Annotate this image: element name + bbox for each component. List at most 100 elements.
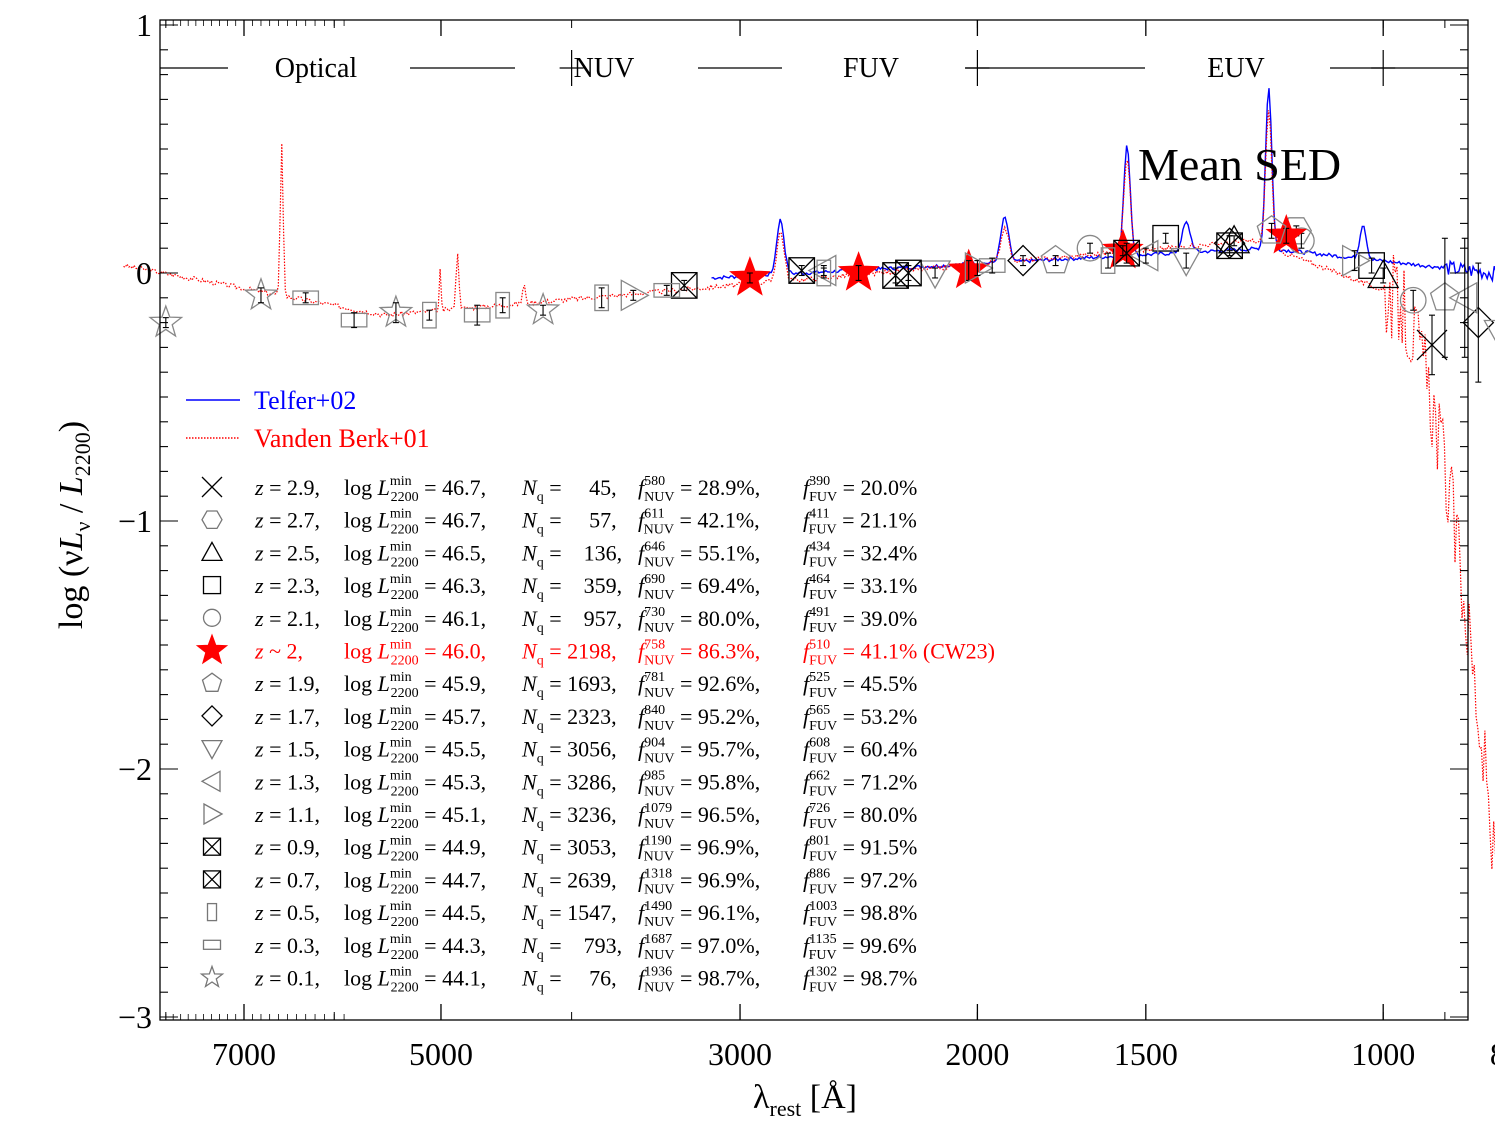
point-s3-0	[1152, 224, 1180, 252]
data-points	[148, 213, 1495, 383]
legend-fnuv: f1079 NUV = 96.5%,	[638, 801, 760, 832]
errorbar-s14-2	[474, 304, 481, 326]
legend-ffuv: f390 FUV = 20.0%	[803, 474, 917, 505]
x-tick-label: 5000	[409, 1036, 473, 1072]
legend-marker-6	[201, 672, 223, 692]
point-s8-2	[1483, 319, 1495, 341]
legend-curve-label: Vanden Berk+01	[254, 424, 430, 453]
legend-curve-label: Telfer+02	[254, 386, 356, 415]
legend-ffuv: f434 FUV = 32.4%	[803, 539, 917, 570]
errorbar-s7-0	[1020, 255, 1027, 267]
legend-Nq: Nq = 1693,	[521, 671, 617, 701]
errorbar-s4-0	[1087, 242, 1094, 254]
errorbar-s13-0	[426, 309, 433, 321]
legend-fnuv: f730 NUV = 80.0%,	[638, 605, 760, 636]
legend-logL: log Lmin 2200 = 44.1,	[344, 965, 486, 996]
legend-fnuv: f690 NUV = 69.4%,	[638, 572, 760, 603]
point-s6-1	[1256, 214, 1287, 244]
point-s13-1	[495, 291, 511, 319]
legend-marker-13	[206, 902, 218, 922]
point-s13-3	[816, 259, 832, 287]
errorbar-s13-4	[1105, 252, 1112, 269]
legend-Nq: Nq = 3286,	[521, 769, 617, 799]
errorbar-s10-2	[1351, 250, 1358, 272]
legend-logL: log Lmin 2200 = 46.7,	[344, 507, 486, 538]
errorbar-s6-2	[1441, 237, 1448, 358]
errorbar-s11-2	[1226, 235, 1233, 257]
point-s2-1	[1367, 259, 1400, 289]
band-bar: Optical NUV FUV EUV	[160, 50, 1468, 86]
legend-Nq: Nq = 3056,	[521, 737, 617, 767]
legend-z: z = 2.5,	[254, 540, 320, 565]
legend-fnuv: f758 NUV = 86.3%,	[638, 638, 760, 669]
legend-ffuv: f726 FUV = 80.0%	[803, 801, 917, 832]
legend-marker-4	[202, 608, 222, 627]
band-label-optical: Optical	[275, 53, 358, 84]
legend-fnuv: f580 NUV = 28.9%,	[638, 474, 760, 505]
errorbar-s5-0	[746, 272, 753, 284]
legend-ffuv: f565 FUV = 53.2%	[803, 703, 917, 734]
legend-z: z = 1.1,	[254, 802, 320, 827]
legend-z: z = 1.5,	[254, 737, 320, 762]
legend-marker-8	[200, 739, 224, 760]
errorbar-s14-1	[351, 312, 358, 329]
errorbar-s0-0	[1429, 314, 1436, 376]
legend-fnuv: f1190 NUV = 96.9%,	[638, 834, 760, 865]
legend-z: z = 2.3,	[254, 573, 320, 598]
legend-Nq: Nq = 57,	[521, 508, 617, 538]
point-s14-3	[653, 282, 681, 298]
legend-Nq: Nq = 793,	[521, 933, 622, 963]
band-label-fuv: FUV	[843, 53, 899, 84]
errorbar-s3-1	[1368, 257, 1375, 274]
x-tick-label: 3000	[708, 1036, 772, 1072]
legend-marker-11	[202, 837, 222, 856]
errorbar-s11-0	[798, 265, 805, 277]
errorbar-s9-1	[1142, 247, 1149, 264]
x-tick-label: 1000	[1351, 1036, 1415, 1072]
band-label-euv: EUV	[1207, 53, 1265, 84]
legend-marker-5	[195, 633, 229, 665]
errorbar-s2-1	[1380, 267, 1387, 284]
legend-logL: log Lmin 2200 = 45.5,	[344, 736, 486, 767]
x-tick-label: 800	[1490, 1036, 1495, 1072]
y-axis-title: log (νLν / L2200)	[53, 421, 95, 629]
legend-marker-15	[199, 964, 225, 988]
legend-fnuv: f1490 NUV = 96.1%,	[638, 899, 760, 930]
legend-z: z = 0.3,	[254, 933, 320, 958]
legend-logL: log Lmin 2200 = 46.1,	[344, 605, 486, 636]
legend-logL: log Lmin 2200 = 44.3,	[344, 932, 486, 963]
errorbar-s14-3	[663, 284, 670, 296]
legend-ffuv: f1003 FUV = 98.8%	[803, 899, 917, 930]
point-s13-0	[421, 301, 437, 329]
point-s2-0	[1218, 224, 1251, 254]
errorbar-s12-0	[681, 279, 688, 291]
point-s10-2	[1341, 244, 1371, 277]
axes: 700050003000200015001000800500−3−2−101λr…	[53, 7, 1495, 1121]
legend-marker-7	[201, 704, 223, 727]
legend-z: z = 0.1,	[254, 966, 320, 991]
legend-Nq: Nq = 2198,	[521, 639, 617, 669]
legend-logL: log Lmin 2200 = 44.9,	[344, 834, 486, 865]
legend-logL: log Lmin 2200 = 44.5,	[344, 899, 486, 930]
errorbar-s4-2	[1410, 289, 1417, 311]
legend-Nq: Nq = 957,	[521, 606, 622, 636]
legend-Nq: Nq = 1547,	[521, 900, 617, 930]
legend-ffuv: f491 FUV = 39.0%	[803, 605, 917, 636]
legend-logL: log Lmin 2200 = 45.9,	[344, 670, 486, 701]
errorbar-s14-4	[989, 257, 996, 274]
legend-ffuv: f525 FUV = 45.5%	[803, 670, 917, 701]
errorbar-s8-0	[932, 267, 939, 279]
legend-Nq: Nq = 2639,	[521, 867, 617, 897]
legend-logL: log Lmin 2200 = 46.5,	[344, 539, 486, 570]
errorbar-s12-1	[905, 265, 912, 281]
legend-fnuv: f781 NUV = 92.6%,	[638, 670, 760, 701]
errorbar-s13-2	[598, 287, 605, 309]
telfer-curve	[711, 88, 1495, 284]
legend-marker-3	[202, 575, 222, 595]
legend-fnuv: f904 NUV = 95.7%,	[638, 736, 760, 767]
x-tick-label: 1500	[1114, 1036, 1178, 1072]
errorbar-s15-1	[257, 287, 264, 304]
legend-Nq: Nq = 3236,	[521, 802, 617, 832]
legend: Telfer+02 Vanden Berk+01 z = 2.9, log Lmin 2…	[186, 386, 995, 996]
legend-Nq: Nq = 359,	[521, 573, 622, 603]
